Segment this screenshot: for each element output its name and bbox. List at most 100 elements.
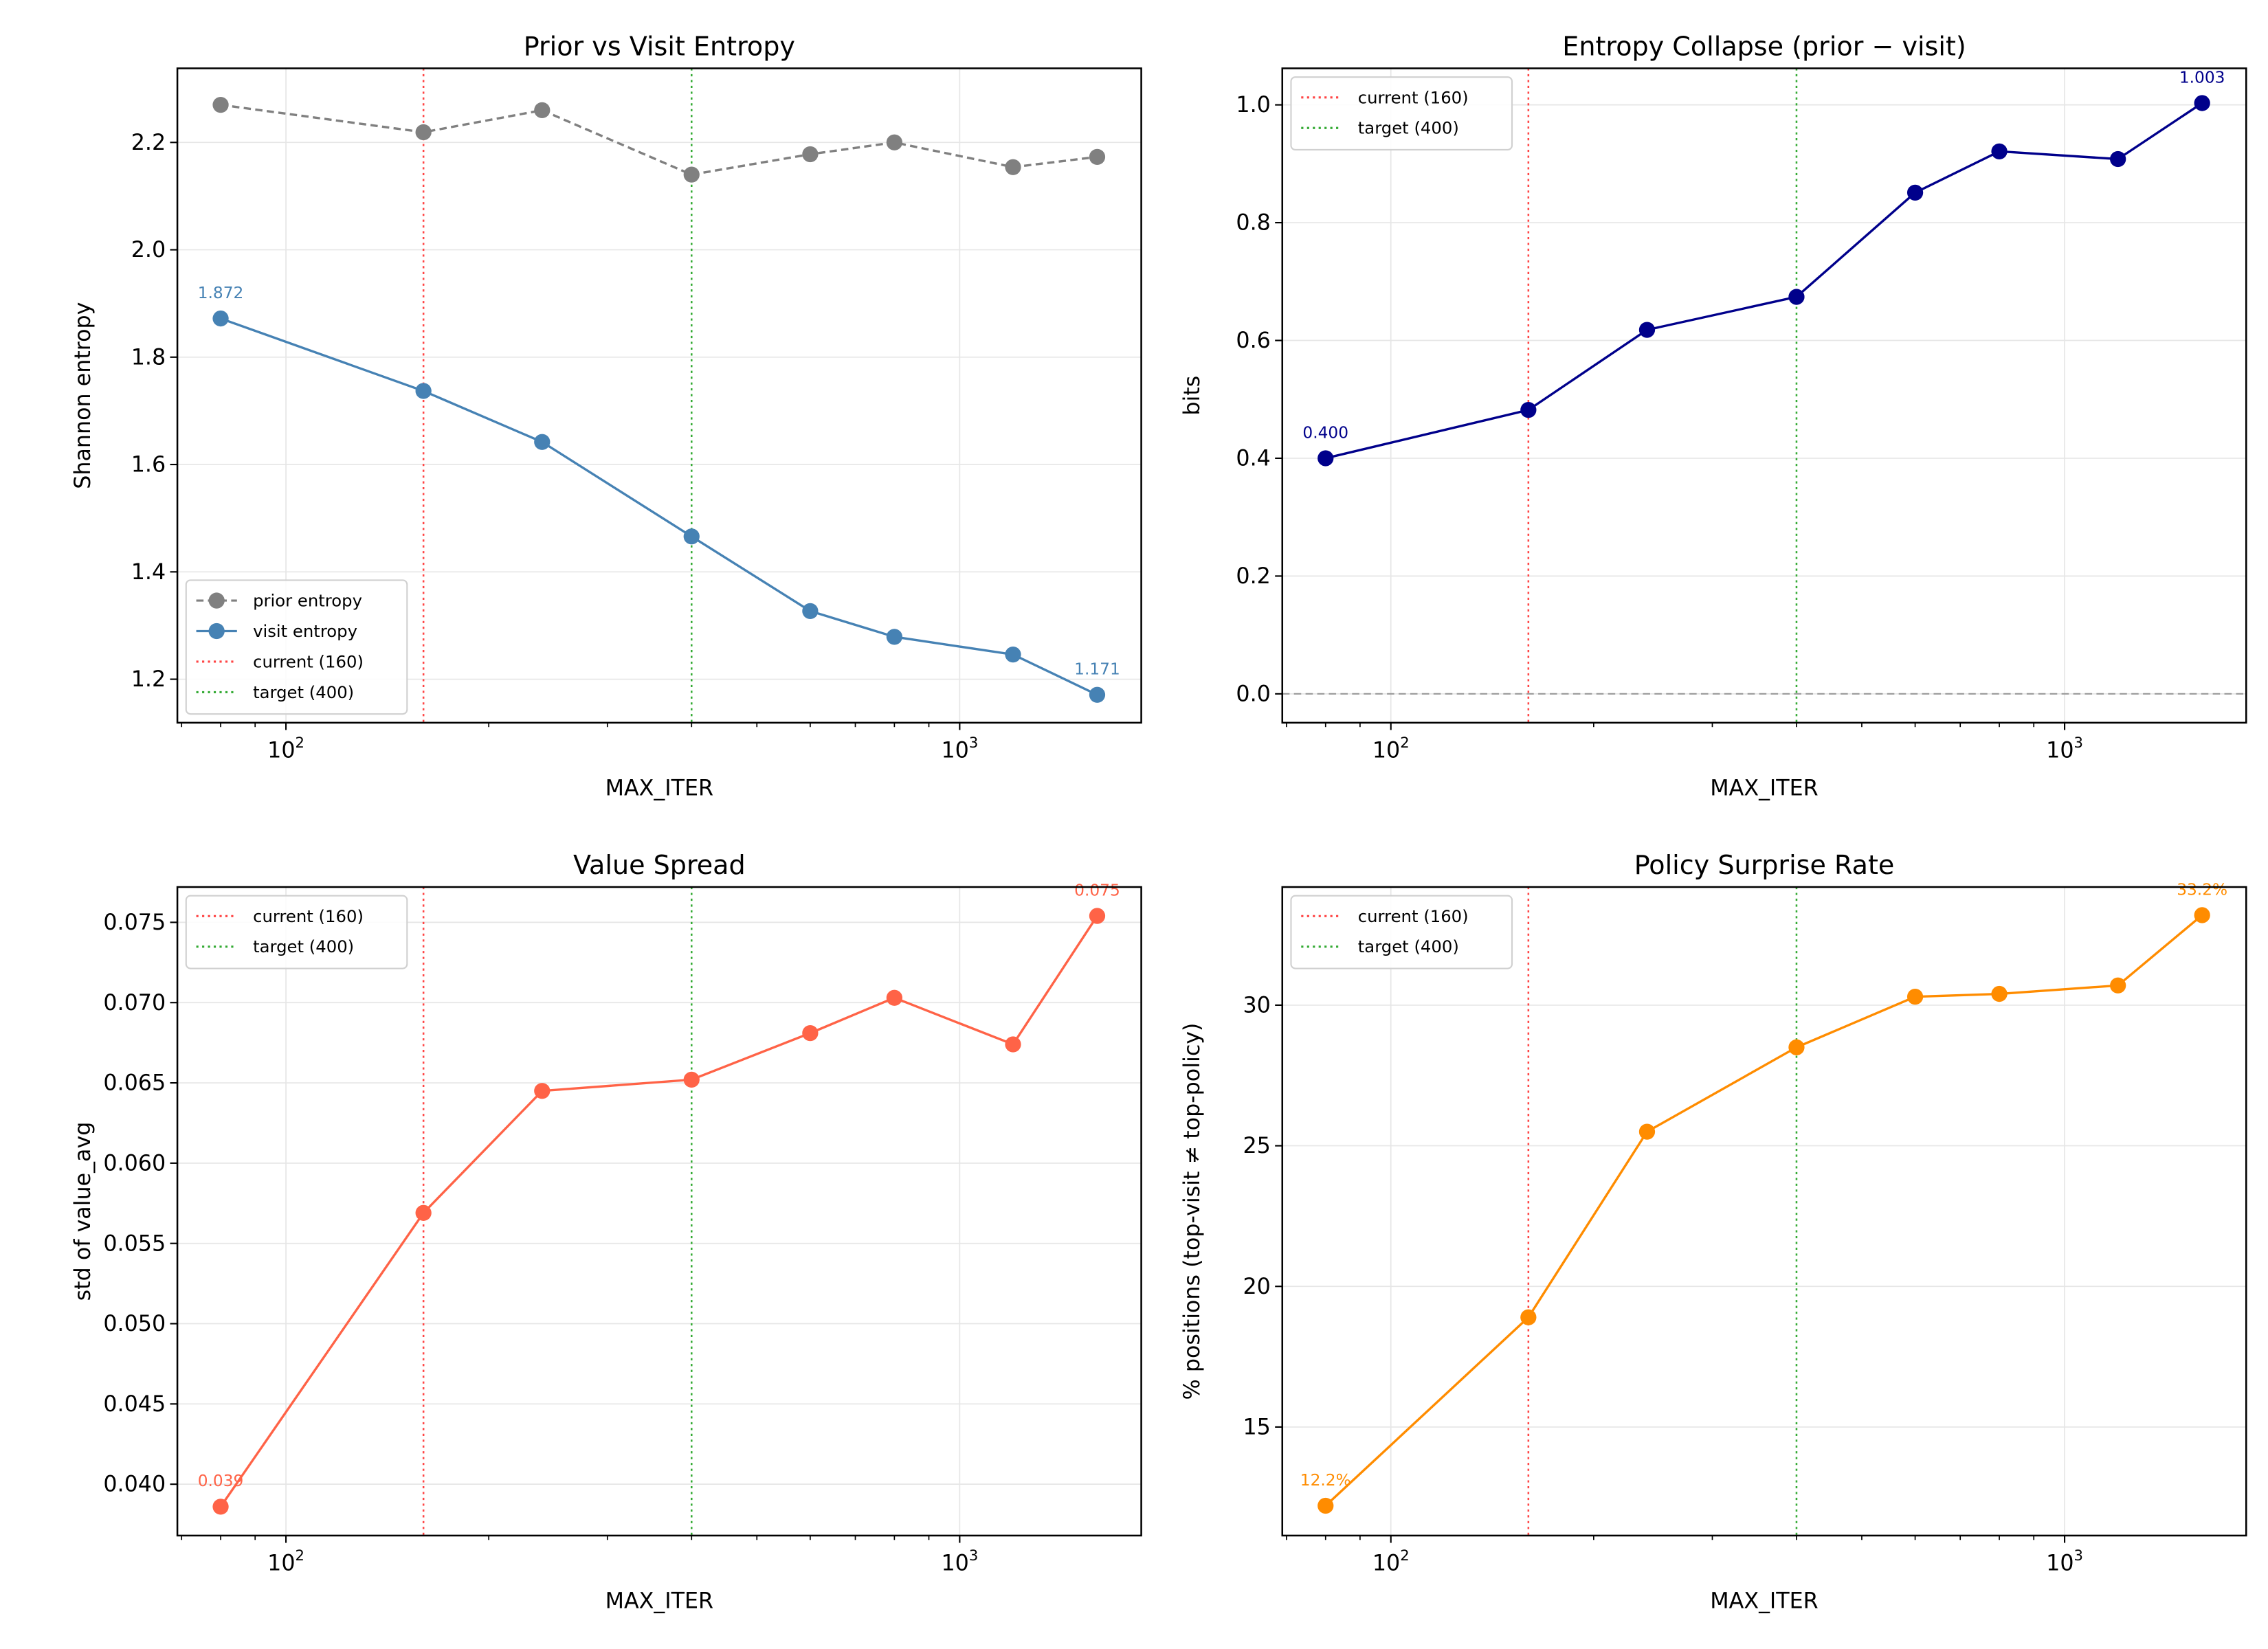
legend-item: target (400)	[1301, 936, 1459, 956]
legend-item: current (160)	[196, 651, 364, 671]
data-point	[2110, 977, 2126, 994]
y-tick-label: 0.2	[1236, 564, 1270, 589]
x-tick-base: 10	[941, 1551, 968, 1576]
data-point	[1005, 646, 1021, 663]
legend: current (160) target (400)	[185, 895, 408, 969]
data-point	[1638, 1123, 1656, 1140]
data-point	[212, 1499, 229, 1515]
y-axis-label: bits	[1180, 376, 1205, 416]
legend-item: current (160)	[1301, 906, 1469, 926]
series-line	[220, 317, 1098, 696]
x-tick-exponent: 2	[296, 734, 304, 751]
y-tick-label: 25	[1243, 1134, 1270, 1158]
legend-marker	[208, 622, 225, 640]
legend: prior entropy visit entropy current (160) t…	[185, 579, 408, 715]
y-tick-label: 15	[1243, 1415, 1270, 1439]
x-tick-label: 103	[941, 734, 978, 763]
data-point	[1005, 1036, 1021, 1053]
data-point	[1906, 989, 1924, 1005]
data-label: 33.2%	[2177, 880, 2227, 899]
axes-frame	[1281, 886, 2247, 1537]
y-tick-label: 0.8	[1236, 211, 1270, 236]
legend-label: current (160)	[1358, 906, 1469, 926]
data-point	[415, 383, 432, 399]
data-point	[212, 96, 229, 113]
data-point	[802, 603, 819, 619]
y-axis-label: std of value_avg	[71, 1122, 96, 1301]
x-axis-label: MAX_ITER	[605, 1589, 713, 1614]
y-tick-label: 0.6	[1236, 328, 1270, 353]
legend: current (160) target (400)	[1290, 76, 1513, 151]
y-tick-label: 2.2	[131, 131, 166, 155]
data-point	[415, 1204, 432, 1221]
data-point	[683, 166, 700, 183]
x-tick-exponent: 2	[296, 1547, 304, 1564]
legend: current (160) target (400)	[1290, 895, 1513, 969]
y-tick-label: 2.0	[131, 238, 166, 262]
x-tick-base: 10	[267, 739, 295, 763]
data-point	[534, 434, 551, 450]
data-point	[534, 102, 551, 119]
x-tick-base: 10	[267, 1551, 295, 1576]
legend-label: current (160)	[1358, 87, 1469, 107]
data-point	[1991, 985, 2008, 1002]
chart-title: Policy Surprise Rate	[1634, 850, 1895, 880]
x-axis-label: MAX_ITER	[1710, 1589, 1818, 1614]
y-tick-label: 0.055	[103, 1231, 166, 1256]
legend-label: current (160)	[253, 906, 364, 926]
legend-box	[1290, 76, 1513, 151]
x-tick-base: 10	[2046, 1551, 2074, 1576]
legend-label: target (400)	[253, 682, 354, 702]
series-line	[219, 915, 1098, 1507]
series-line	[1324, 914, 2203, 1507]
data-label: 1.171	[1074, 660, 1120, 679]
data-point	[1520, 1309, 1537, 1325]
data-point	[683, 1071, 700, 1088]
data-point	[2194, 95, 2210, 111]
y-tick-label: 1.0	[1236, 93, 1270, 117]
y-tick-label: 30	[1243, 993, 1270, 1018]
series-line	[1325, 102, 2203, 460]
legend-label: prior entropy	[253, 591, 362, 611]
data-point	[1520, 402, 1537, 418]
data-point	[1089, 686, 1106, 703]
data-point	[1991, 143, 2008, 159]
data-point	[1788, 289, 1805, 305]
x-tick-exponent: 3	[2074, 734, 2083, 751]
x-tick-exponent: 2	[1400, 1547, 1409, 1564]
data-point	[802, 146, 819, 163]
x-tick-label: 103	[2046, 1547, 2083, 1576]
x-tick-exponent: 2	[1400, 734, 1409, 751]
data-point	[886, 989, 903, 1006]
data-point	[1089, 148, 1106, 166]
x-tick-label: 103	[2046, 734, 2083, 763]
legend-item: target (400)	[1301, 118, 1459, 138]
y-tick-label: 1.4	[131, 560, 166, 585]
x-tick-exponent: 3	[969, 1547, 978, 1564]
data-label: 0.039	[198, 1472, 244, 1490]
y-tick-label: 0.4	[1236, 447, 1270, 471]
legend-box	[185, 579, 408, 715]
legend-label: target (400)	[1358, 936, 1459, 956]
legend-marker	[208, 592, 225, 609]
x-tick-base: 10	[941, 739, 968, 763]
y-tick-label: 0.070	[103, 991, 166, 1016]
data-point	[534, 1083, 551, 1099]
y-tick-label: 1.6	[131, 453, 166, 478]
data-point	[2194, 907, 2210, 923]
x-tick-exponent: 3	[2074, 1547, 2083, 1564]
legend-label: target (400)	[253, 936, 354, 956]
data-label: 12.2%	[1300, 1471, 1351, 1490]
y-tick-label: 0.050	[103, 1312, 166, 1336]
y-tick-label: 0.0	[1236, 682, 1270, 706]
legend-label: current (160)	[253, 651, 364, 671]
x-tick-label: 102	[267, 1547, 304, 1576]
data-point	[1089, 908, 1106, 924]
data-point	[886, 134, 903, 150]
y-tick-label: 0.060	[103, 1151, 166, 1176]
legend-item: current (160)	[196, 906, 364, 926]
y-axis-label: % positions (top-visit ≠ top-policy)	[1180, 1023, 1205, 1400]
